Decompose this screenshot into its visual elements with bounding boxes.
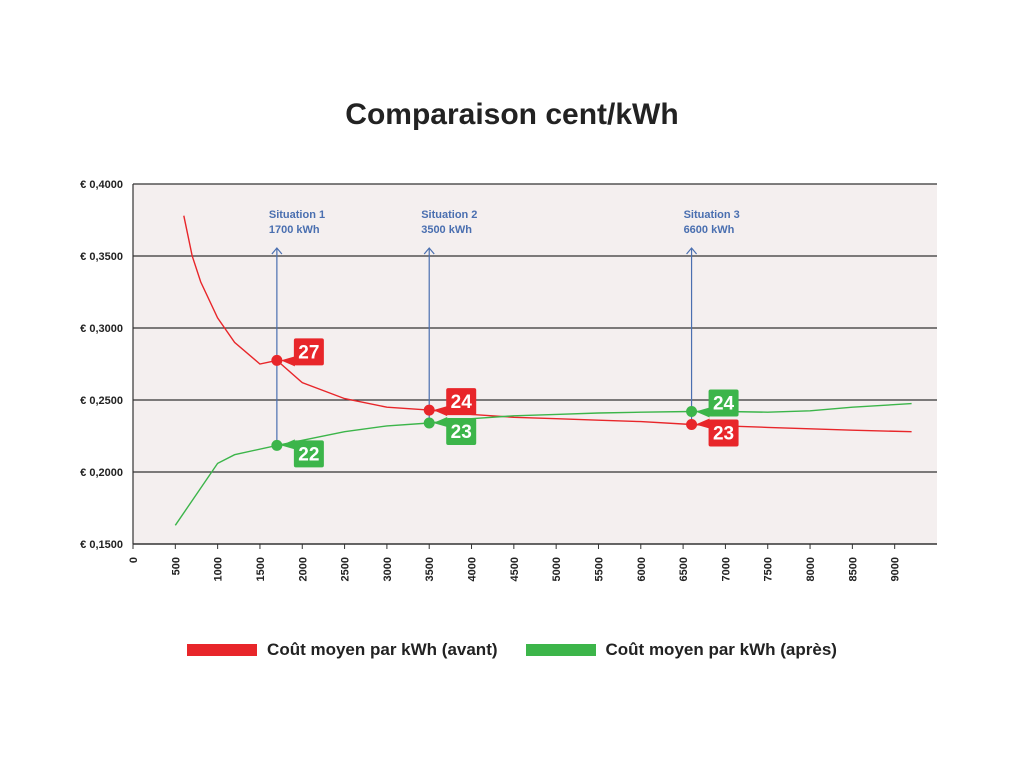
data-point-avant	[686, 418, 698, 430]
y-tick-label: € 0,3000	[80, 323, 123, 335]
x-tick-label: 500	[170, 557, 182, 575]
legend-item-apres: Coût moyen par kWh (après)	[525, 640, 837, 660]
situation-kwh-label: 1700 kWh	[269, 224, 320, 236]
legend-swatch-avant	[187, 644, 258, 656]
x-tick-label: 6000	[636, 557, 648, 581]
x-tick-label: 7500	[763, 557, 775, 581]
x-tick-label: 5500	[593, 557, 605, 581]
x-tick-label: 0	[128, 557, 140, 563]
data-label-avant: 24	[451, 392, 473, 413]
data-callout-box-avant	[446, 388, 477, 416]
y-tick-label: € 0,3500	[80, 251, 123, 263]
data-callout-pointer-avant	[280, 356, 295, 367]
situation-arrowhead	[271, 247, 283, 255]
chart-legend: Coût moyen par kWh (avant) Coût moyen pa…	[0, 640, 1024, 660]
x-tick-label: 8500	[847, 557, 859, 581]
x-tick-label: 4000	[467, 557, 479, 581]
y-tick-label: € 0,1500	[80, 539, 123, 551]
situation-label: Situation 3	[684, 209, 740, 221]
x-tick-label: 9000	[890, 557, 902, 581]
data-callout-box-apres	[293, 440, 324, 468]
data-callout-box-avant	[708, 419, 739, 447]
x-tick-label: 1000	[213, 557, 225, 581]
data-callout-box-avant	[293, 338, 324, 366]
x-tick-label: 6500	[678, 557, 690, 581]
legend-label-apres: Coût moyen par kWh (après)	[605, 640, 837, 659]
data-callout-pointer-apres	[433, 417, 448, 428]
x-tick-label: 2500	[340, 557, 352, 581]
x-tick-label: 4500	[509, 557, 521, 581]
data-callout-box-apres	[708, 389, 739, 417]
x-tick-label: 1500	[255, 557, 267, 581]
legend-item-avant: Coût moyen par kWh (avant)	[187, 640, 498, 660]
situation-label: Situation 2	[421, 209, 477, 221]
y-tick-label: € 0,4000	[80, 179, 123, 191]
y-tick-label: € 0,2000	[80, 467, 123, 479]
y-tick-label: € 0,2500	[80, 395, 123, 407]
data-callout-pointer-avant	[433, 406, 448, 417]
data-point-apres	[423, 417, 435, 429]
situation-kwh-label: 3500 kWh	[421, 224, 472, 236]
legend-label-avant: Coût moyen par kWh (avant)	[267, 640, 498, 659]
data-label-avant: 23	[713, 423, 734, 444]
situation-kwh-label: 6600 kWh	[684, 224, 735, 236]
situation-label: Situation 1	[269, 209, 325, 221]
x-tick-label: 3000	[382, 557, 394, 581]
data-label-apres: 23	[451, 422, 472, 443]
x-tick-label: 8000	[805, 557, 817, 581]
data-point-avant	[271, 354, 283, 366]
data-point-apres	[271, 439, 283, 451]
data-label-avant: 27	[298, 342, 319, 363]
x-tick-label: 7000	[720, 557, 732, 581]
x-tick-label: 5000	[551, 557, 563, 581]
situation-arrowhead	[423, 247, 435, 255]
situation-arrowhead	[686, 247, 698, 255]
chart-title: Comparaison cent/kWh	[345, 98, 679, 131]
data-point-apres	[686, 406, 698, 418]
data-callout-pointer-avant	[695, 418, 710, 429]
legend-swatch-apres	[525, 644, 596, 656]
data-callout-pointer-apres	[280, 439, 295, 450]
data-label-apres: 22	[298, 444, 319, 465]
x-tick-label: 2000	[297, 557, 309, 581]
data-point-avant	[423, 404, 435, 416]
plot-area	[133, 184, 937, 544]
data-callout-box-apres	[446, 418, 477, 446]
x-tick-label: 3500	[424, 557, 436, 581]
data-callout-pointer-apres	[695, 407, 710, 418]
data-label-apres: 24	[713, 394, 735, 415]
